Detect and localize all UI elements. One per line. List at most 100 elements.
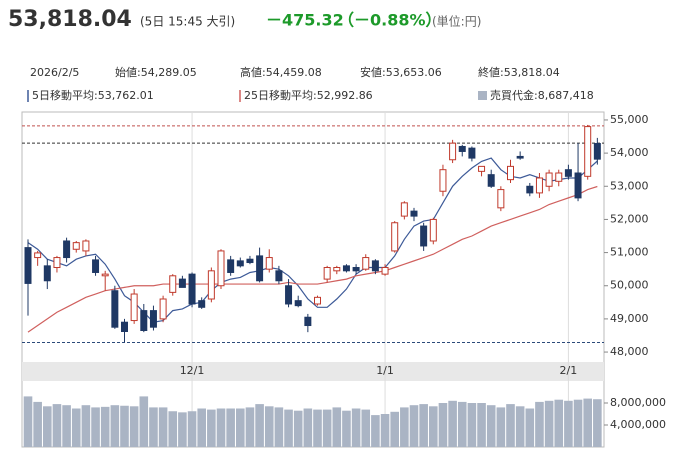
info-item: 始値:54,289.05 — [115, 65, 197, 79]
volume-bar — [390, 411, 399, 447]
volume-bar — [351, 408, 361, 447]
candle-body — [584, 126, 592, 177]
volume-bar — [332, 407, 342, 447]
candle-body — [34, 252, 42, 259]
change: －475.32 — [266, 11, 344, 30]
volume-bar — [467, 403, 477, 447]
info-item: 終値:53,818.04 — [478, 65, 560, 79]
y-tick-label: 8,000,000 — [610, 396, 666, 409]
y-tick-label: 48,000 — [610, 345, 649, 358]
candle-body — [294, 300, 302, 307]
candle-body — [149, 310, 157, 328]
volume-bar — [197, 408, 206, 447]
candle-body — [555, 172, 563, 182]
candle-body — [564, 169, 572, 177]
candle-body — [188, 273, 196, 305]
volume-bar — [91, 407, 100, 447]
price: 53,818.04 — [8, 7, 132, 32]
legend-label: 5日移動平均:53,762.01 — [32, 88, 154, 102]
candle-body — [516, 155, 524, 159]
candle-body — [574, 172, 582, 199]
volume-bar — [593, 399, 602, 447]
candle-body — [362, 257, 370, 270]
volume-bar — [448, 400, 457, 447]
change-pct: （－0.88%） — [338, 11, 442, 30]
volume-bar — [525, 408, 535, 447]
candle-body — [265, 257, 273, 270]
volume-bar — [438, 403, 448, 447]
volume-bar — [419, 404, 428, 447]
candle-body — [63, 240, 71, 259]
candle-body — [111, 290, 119, 328]
volume-bar — [573, 399, 583, 447]
volume-bar — [149, 407, 158, 447]
volume-bar — [71, 408, 81, 447]
volume-bar — [371, 415, 380, 447]
candle-body — [43, 265, 51, 282]
candle-body — [381, 267, 389, 275]
candle-body — [545, 172, 553, 187]
y-tick-label: 55,000 — [610, 113, 649, 126]
candle-body — [429, 218, 437, 242]
volume-bar — [303, 408, 313, 447]
y-tick-label: 51,000 — [610, 246, 649, 259]
info-item: 2026/2/5 — [30, 66, 79, 79]
candle-body — [410, 210, 418, 217]
volume-bar — [168, 411, 178, 447]
y-tick-label: 53,000 — [610, 179, 649, 192]
candle-body — [507, 165, 514, 181]
volume-bar — [506, 404, 515, 447]
volume-bar — [33, 401, 42, 447]
volume-bar — [245, 407, 255, 447]
legend-label: 売買代金:8,687,418 — [490, 88, 594, 102]
volume-bar — [207, 409, 216, 447]
candle-body — [275, 270, 283, 282]
candle-body — [101, 273, 109, 277]
volume-bar — [457, 401, 467, 447]
candle-body — [24, 247, 32, 284]
volume-bar — [515, 406, 525, 447]
x-tick-label: 12/1 — [180, 364, 205, 377]
candle-body — [535, 177, 543, 194]
x-tick-label: 1/1 — [376, 364, 394, 377]
candle-body — [169, 275, 177, 293]
candle-body — [285, 285, 293, 305]
volume-bar — [544, 400, 554, 447]
candle-body — [246, 258, 254, 264]
legend-swatch — [478, 91, 487, 100]
volume-bar — [583, 398, 592, 447]
volume-bar — [81, 405, 91, 447]
candle-body — [256, 255, 264, 282]
candle-body — [323, 267, 331, 280]
info-item: 高値:54,459.08 — [240, 65, 322, 79]
candle-body — [304, 316, 312, 327]
y-tick-label: 4,000,000 — [610, 418, 666, 431]
volume-bar — [62, 405, 71, 447]
volume-bar — [496, 407, 506, 447]
candle-body — [593, 143, 601, 160]
plot-frame — [21, 111, 605, 448]
y-tick-label: 49,000 — [610, 312, 649, 325]
moving-average — [27, 185, 598, 333]
volume-bar — [535, 401, 544, 447]
volume-bar — [187, 411, 197, 447]
candle-body — [140, 310, 148, 332]
candle-body — [121, 321, 128, 332]
volume-bar — [564, 400, 573, 447]
volume-bar — [409, 405, 419, 447]
y-tick-label: 54,000 — [610, 146, 649, 159]
volume-bar — [429, 406, 438, 447]
candle-body — [92, 259, 100, 273]
volume-bar — [486, 405, 496, 447]
volume-bar — [284, 409, 293, 447]
volume-bar — [120, 405, 129, 447]
volume-bar — [313, 409, 322, 447]
unit: (単位:円) — [432, 14, 481, 29]
info-item: 安値:53,653.06 — [360, 65, 442, 79]
candle-body — [236, 260, 244, 267]
volume-bar — [274, 407, 284, 447]
volume-bar — [322, 409, 332, 447]
candle-body — [458, 145, 466, 152]
candle-body — [53, 257, 61, 269]
volume-bar — [380, 414, 390, 447]
